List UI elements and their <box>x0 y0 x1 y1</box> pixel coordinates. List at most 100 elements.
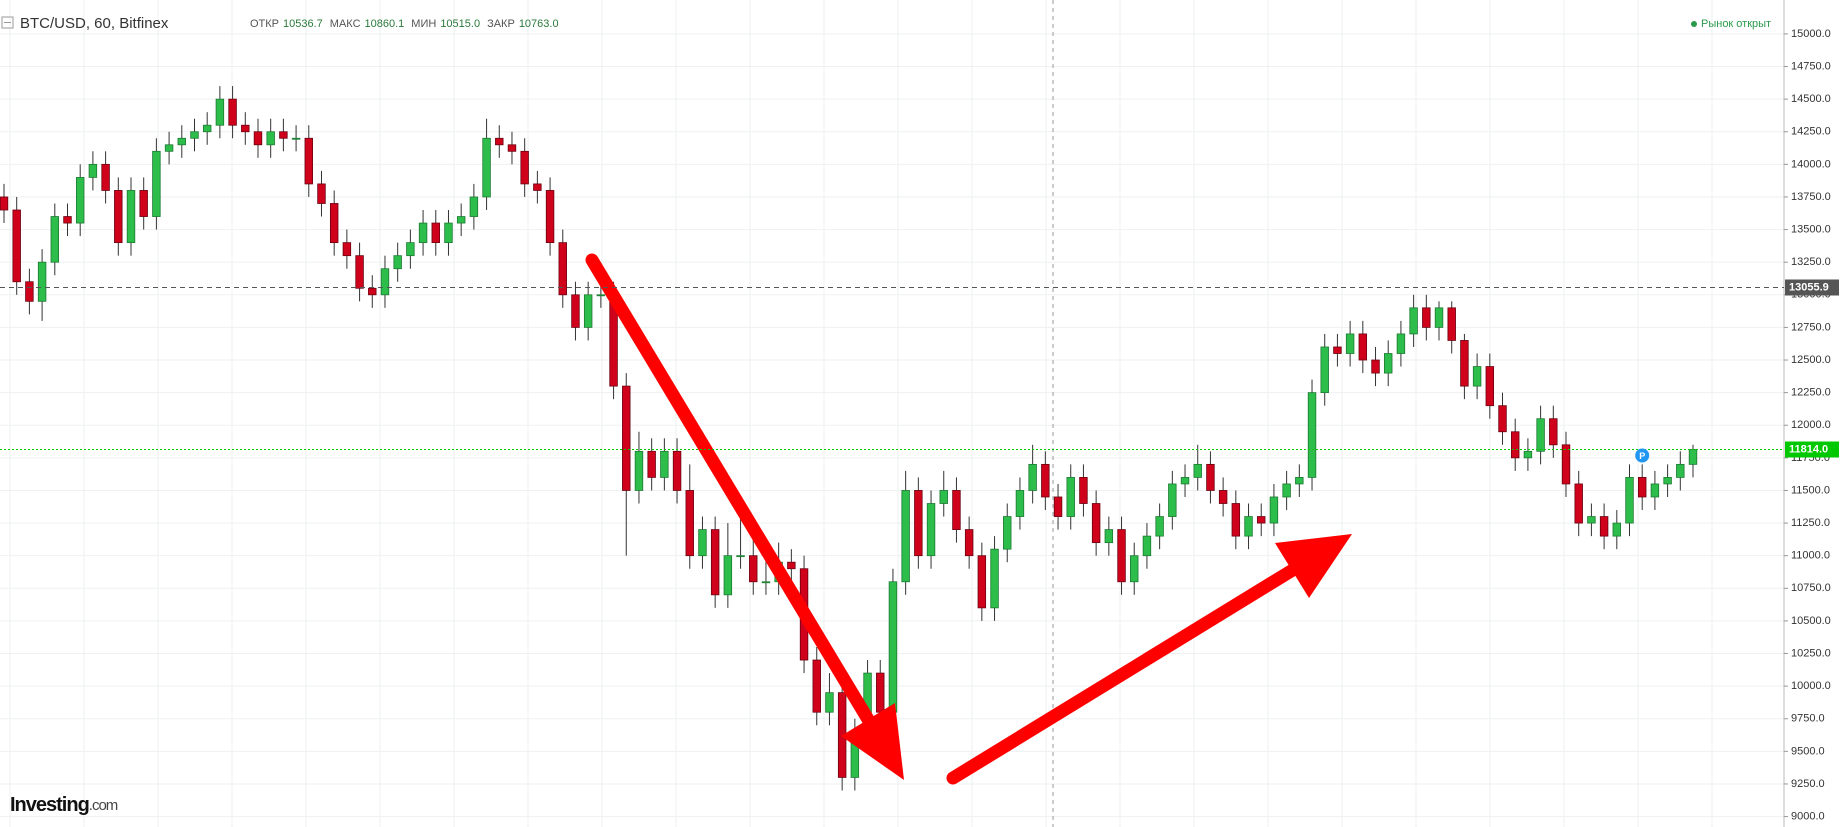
candle-body <box>75 177 85 224</box>
candle-body <box>495 137 504 146</box>
candle-body <box>964 529 974 557</box>
candle-body <box>418 222 428 244</box>
y-tick-label: 9000.0 <box>1791 810 1825 822</box>
candle-body <box>1066 477 1075 517</box>
candle-body <box>177 137 186 146</box>
candle-body <box>1663 477 1672 485</box>
candle-body <box>1587 516 1596 524</box>
candle-body <box>63 216 72 224</box>
stat-value: 10515.0 <box>440 18 480 30</box>
stat-label: МИН <box>411 18 436 30</box>
candle-body <box>634 450 644 491</box>
candle-body <box>812 659 821 713</box>
candle-body <box>1320 346 1329 394</box>
candle-body <box>723 555 733 596</box>
y-tick-label: 10000.0 <box>1791 680 1831 692</box>
candle-body <box>952 490 961 530</box>
candle-body <box>1384 353 1393 374</box>
y-tick-label: 12750.0 <box>1791 321 1831 333</box>
candle-body <box>1091 503 1101 544</box>
stat-label: ЗАКР <box>487 18 515 30</box>
candle-body <box>101 163 110 191</box>
candle-body <box>1041 463 1050 498</box>
candle-body <box>88 163 98 178</box>
arrow-shaft <box>585 253 879 733</box>
candle-body <box>164 144 174 152</box>
grid <box>0 0 1784 827</box>
candle-body <box>1142 535 1152 557</box>
candle-body <box>1688 449 1698 465</box>
stat-value: 10860.1 <box>365 18 405 30</box>
y-tick-label: 9500.0 <box>1791 745 1825 757</box>
collapse-icon[interactable] <box>1 16 14 29</box>
candle-body <box>380 268 390 296</box>
candle-body <box>825 692 834 713</box>
candle-body <box>914 490 923 557</box>
y-tick-label: 10500.0 <box>1791 615 1831 627</box>
candle-body <box>1117 529 1126 583</box>
candle-body <box>1028 463 1037 491</box>
candle-body <box>710 529 720 596</box>
candle-body <box>1460 340 1469 387</box>
candle-body <box>698 529 707 557</box>
candle-body <box>1053 496 1063 517</box>
candle-body <box>1155 516 1164 537</box>
candle-body <box>241 124 250 133</box>
y-tick-label: 11250.0 <box>1791 517 1830 529</box>
stat-label: МАКС <box>330 18 361 30</box>
y-tick-label: 10250.0 <box>1791 647 1831 659</box>
candle-body <box>1422 307 1431 328</box>
candle-body <box>317 183 326 204</box>
arrow-shaft <box>946 561 1303 785</box>
candle-body <box>1612 522 1622 537</box>
candle-body <box>406 242 415 257</box>
candle-body <box>1650 483 1660 498</box>
y-tick-label: 13750.0 <box>1791 191 1831 203</box>
market-status: Рынок открыт <box>1701 18 1771 30</box>
y-tick-label: 12000.0 <box>1791 419 1831 431</box>
candle-body <box>1244 516 1253 537</box>
candle-body <box>749 555 758 583</box>
candle-body <box>482 137 491 198</box>
candle-body <box>571 294 580 328</box>
candle-body <box>736 555 745 558</box>
candle-body <box>1168 483 1177 517</box>
candle-body <box>888 581 898 713</box>
y-tick-label: 11000.0 <box>1791 550 1830 562</box>
y-tick-label: 14000.0 <box>1791 158 1831 170</box>
candle-body <box>1523 450 1533 459</box>
arrow-head <box>1275 534 1352 598</box>
candle-body <box>672 450 682 491</box>
candle-body <box>1269 496 1279 524</box>
candle-body <box>1434 307 1444 328</box>
candle-body <box>456 216 466 224</box>
candle-body <box>1625 477 1634 524</box>
candle-body <box>202 124 212 133</box>
marker <box>1635 448 1650 463</box>
candle-body <box>1295 477 1304 485</box>
y-tick-label: 10750.0 <box>1791 582 1831 594</box>
candle-body <box>787 561 796 570</box>
price-tag <box>1785 279 1839 296</box>
y-tick-label: 12500.0 <box>1791 354 1831 366</box>
candle-body <box>647 450 656 478</box>
candle-body <box>25 281 34 302</box>
y-tick-label: 9250.0 <box>1791 778 1825 790</box>
candle-body <box>368 287 377 296</box>
candle-body <box>1599 516 1609 537</box>
candle-body <box>520 150 529 185</box>
candle-body <box>1485 366 1495 407</box>
candle-body <box>1447 307 1456 341</box>
y-tick-label: 15000.0 <box>1791 28 1831 40</box>
candle-body <box>1307 392 1317 478</box>
chart-title: BTC/USD, 60, Bitfinex <box>20 15 169 32</box>
candle-body <box>1218 490 1228 504</box>
candle-body <box>342 242 352 257</box>
candle-body <box>507 144 517 152</box>
candle-body <box>1371 359 1380 374</box>
candle-body <box>596 294 606 297</box>
candle-body <box>533 183 542 191</box>
candle-body <box>469 196 479 217</box>
